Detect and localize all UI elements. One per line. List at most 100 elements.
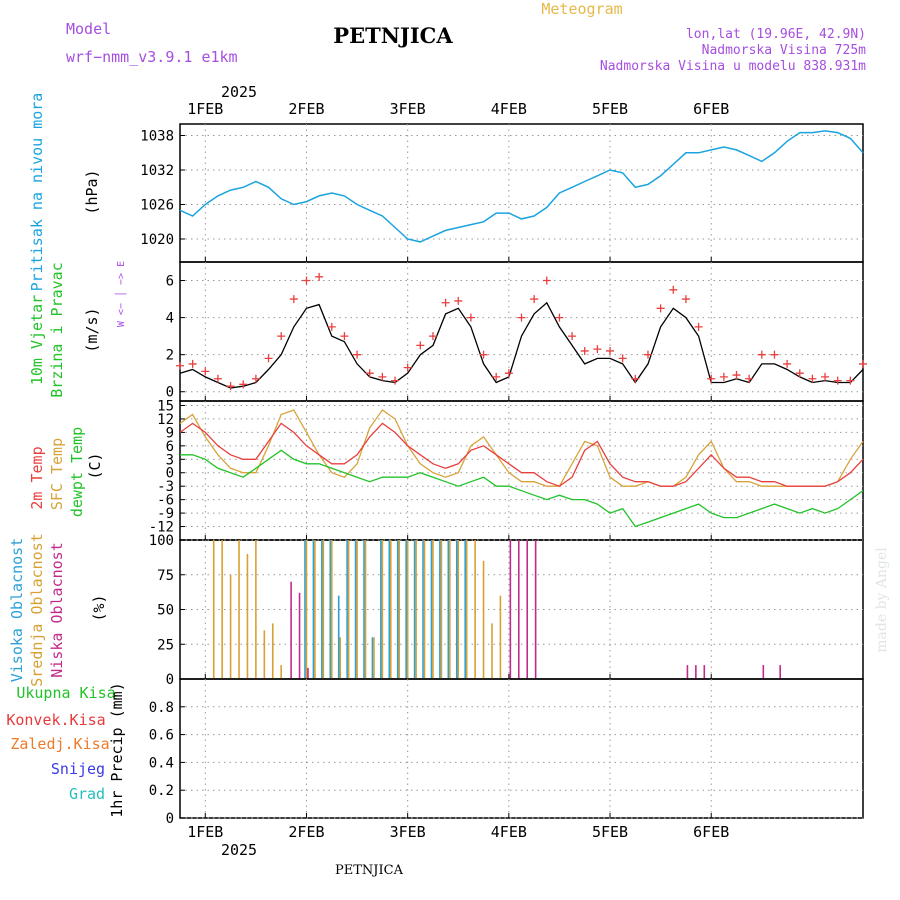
y-tick-label: -12 bbox=[149, 520, 174, 536]
gust-marker bbox=[188, 359, 197, 368]
wind-ylabel2: Brzina i Pravac bbox=[48, 262, 66, 397]
y-tick-label: 0 bbox=[166, 466, 174, 482]
gust-marker bbox=[479, 350, 488, 359]
gust-marker bbox=[201, 367, 210, 376]
gust-marker bbox=[226, 382, 235, 391]
bottom-day-label: 4FEB bbox=[491, 823, 527, 841]
y-tick-label: 2 bbox=[166, 348, 174, 364]
top-day-label: 4FEB bbox=[491, 100, 527, 118]
precip-panel: 0 0.2 0.4 0.6 0.8 bbox=[149, 678, 864, 827]
gust-marker bbox=[391, 376, 400, 385]
gust-marker bbox=[340, 332, 349, 341]
gust-marker bbox=[618, 354, 627, 363]
cloud-units: (%) bbox=[90, 594, 108, 621]
gust-marker bbox=[770, 350, 779, 359]
model-name: wrf−nmm_v3.9.1 e1km bbox=[66, 48, 238, 66]
precip-legend-snow: Snijeg bbox=[51, 760, 105, 778]
lonlat-label: lon,lat (19.96E, 42.9N) bbox=[686, 27, 866, 42]
gust-marker bbox=[580, 346, 589, 355]
bottom-day-label: 2FEB bbox=[288, 823, 324, 841]
y-tick-label: 1038 bbox=[140, 129, 174, 145]
gust-marker bbox=[783, 359, 792, 368]
y-tick-label: 1026 bbox=[140, 198, 174, 214]
gust-marker bbox=[745, 374, 754, 383]
precip-legend-total: Ukupna Kisa bbox=[16, 684, 115, 702]
panel-frame bbox=[179, 123, 864, 263]
bottom-day-label: 5FEB bbox=[592, 823, 628, 841]
y-tick-label: 0 bbox=[166, 811, 174, 827]
gust-marker bbox=[859, 359, 867, 368]
gust-marker bbox=[643, 350, 652, 359]
y-tick-label: 0 bbox=[166, 672, 174, 688]
year-bottom: 2025 bbox=[221, 841, 257, 859]
y-tick-label: 0 bbox=[166, 385, 174, 401]
gust-marker bbox=[176, 361, 184, 370]
bottom-day-label: 3FEB bbox=[390, 823, 426, 841]
precip-ylabel: 1hr Precip (mm) bbox=[108, 682, 126, 817]
gust-marker bbox=[353, 350, 362, 359]
cloud-ylabel-low: Niska Oblacnost bbox=[48, 542, 66, 677]
gust-marker bbox=[213, 374, 222, 383]
gust-marker bbox=[403, 363, 412, 372]
gust-marker bbox=[719, 372, 728, 381]
gust-marker bbox=[821, 372, 830, 381]
gust-marker bbox=[631, 374, 640, 383]
y-tick-label: 4 bbox=[166, 311, 174, 327]
gust-marker bbox=[239, 380, 248, 389]
top-day-label: 1FEB bbox=[187, 100, 223, 118]
bottom-day-label: 6FEB bbox=[693, 823, 729, 841]
precip-legend-grad: Grad bbox=[69, 785, 105, 803]
top-day-label: 6FEB bbox=[693, 100, 729, 118]
wind-ylabel: 10m Vjetar bbox=[28, 295, 46, 385]
y-tick-label: 12 bbox=[157, 412, 174, 428]
gust-marker bbox=[277, 332, 286, 341]
sfc-temp-line bbox=[179, 409, 864, 487]
top-day-label: 5FEB bbox=[592, 100, 628, 118]
y-tick-label: 0.6 bbox=[149, 728, 174, 744]
y-tick-label: -3 bbox=[157, 479, 174, 495]
gust-marker bbox=[466, 313, 475, 322]
y-tick-label: 0.4 bbox=[149, 755, 174, 771]
y-tick-label: 50 bbox=[157, 603, 174, 619]
precip-legend-frz: Zaledj.Kisa bbox=[10, 735, 109, 753]
y-tick-label: 3 bbox=[166, 452, 174, 468]
gust-marker bbox=[656, 304, 665, 313]
gust-marker bbox=[492, 372, 501, 381]
gust-marker bbox=[365, 369, 374, 378]
gust-marker bbox=[795, 369, 804, 378]
y-tick-label: 6 bbox=[166, 274, 174, 290]
credit: made by Angel bbox=[874, 547, 890, 653]
gust-marker bbox=[606, 346, 615, 355]
gust-marker bbox=[568, 332, 577, 341]
y-tick-label: 15 bbox=[157, 398, 174, 414]
y-tick-label: 75 bbox=[157, 568, 174, 584]
temp-units: (C) bbox=[86, 452, 104, 479]
cloud-ylabel-mid: Srednja Oblacnost bbox=[28, 533, 46, 687]
gust-marker bbox=[732, 371, 741, 380]
gust-marker bbox=[681, 295, 690, 304]
gust-marker bbox=[315, 272, 324, 281]
gust-marker bbox=[669, 285, 678, 294]
gust-marker bbox=[555, 313, 564, 322]
pressure-panel: 1020 1026 1032 1038 bbox=[140, 123, 864, 263]
model-elevation-label: Nadmorska Visina u modelu 838.931m bbox=[600, 59, 866, 74]
gust-marker bbox=[302, 276, 311, 285]
wind-units: (m/s) bbox=[83, 307, 101, 352]
y-tick-label: 1020 bbox=[140, 232, 174, 248]
y-tick-label: 1032 bbox=[140, 163, 174, 179]
gust-marker bbox=[808, 374, 817, 383]
y-tick-label: 0.2 bbox=[149, 783, 174, 799]
elevation-label: Nadmorska Visina 725m bbox=[702, 43, 867, 58]
y-tick-label: 6 bbox=[166, 439, 174, 455]
product-title: Meteogram bbox=[541, 0, 622, 18]
pressure-ylabel: Pritisak na nivou mora bbox=[28, 93, 46, 292]
dewpt-line bbox=[180, 449, 864, 528]
panel-frame bbox=[179, 678, 864, 819]
gust-marker bbox=[542, 276, 551, 285]
gust-marker bbox=[504, 369, 513, 378]
year-top: 2025 bbox=[221, 83, 257, 101]
gust-marker bbox=[694, 322, 703, 331]
wind-compass: W <− │ −> E bbox=[114, 261, 127, 327]
